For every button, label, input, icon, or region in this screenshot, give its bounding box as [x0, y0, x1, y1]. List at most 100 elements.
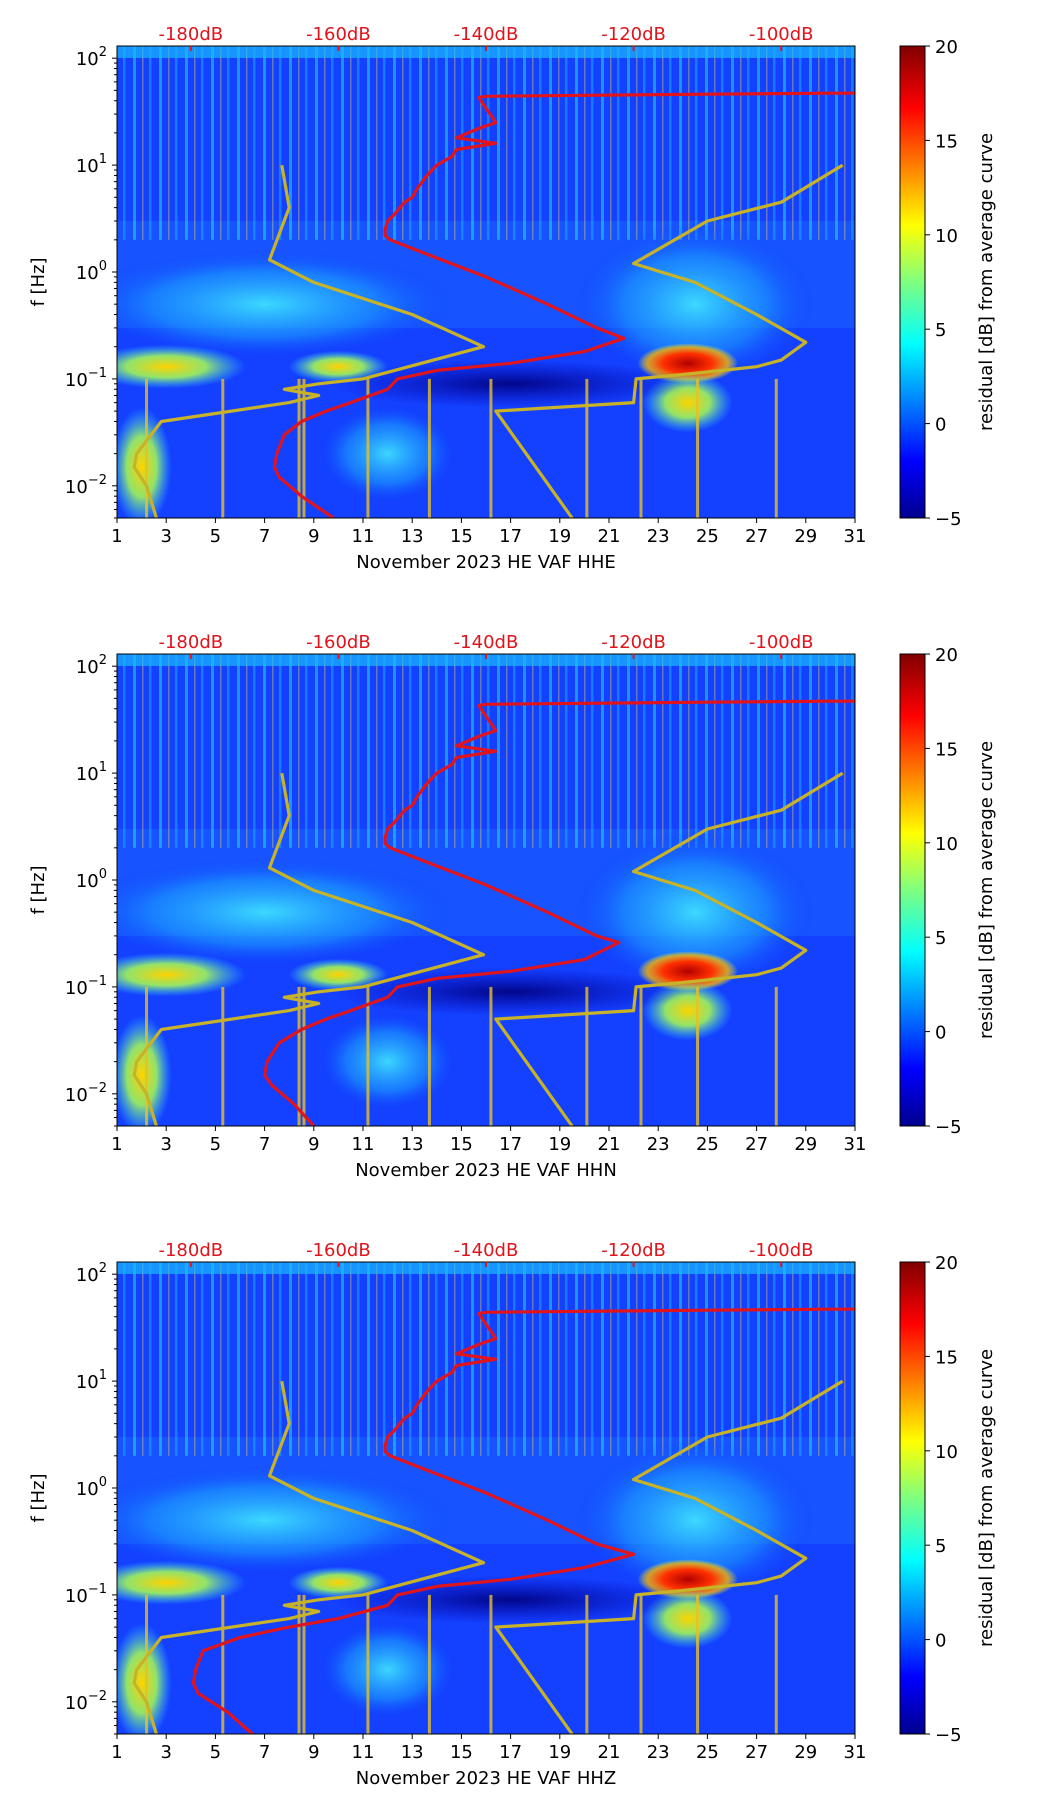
colorbar: −5 0 5 10 15 20 residual [dB] from average cur… — [899, 645, 997, 1138]
x-tick-label: 9 — [308, 1134, 319, 1155]
x-tick-label: 11 — [352, 526, 375, 547]
db-scale-label: -100dB — [749, 632, 814, 653]
y-axis-label: f [Hz] — [28, 257, 49, 306]
x-tick-label: 21 — [598, 1134, 621, 1155]
x-tick-label: 3 — [160, 526, 171, 547]
colorbar: −5 0 5 10 15 20 residual [dB] from average cur… — [899, 1253, 997, 1746]
y-tick-label: 10−2 — [65, 1689, 107, 1714]
x-tick-label: 13 — [401, 1134, 424, 1155]
y-tick-label: 10−2 — [65, 473, 107, 498]
data-series-line — [132, 1380, 486, 1734]
x-axis-label: November 2023 HE VAF HHN — [355, 1160, 617, 1181]
data-series-line — [494, 771, 844, 1126]
colorbar-tick-label: 20 — [935, 37, 958, 58]
x-axis-label: November 2023 HE VAF HHZ — [356, 1768, 616, 1789]
x-tick-label: 23 — [647, 1134, 670, 1155]
y-tick-label: 10−1 — [65, 1582, 107, 1607]
x-tick-label: 31 — [844, 1742, 867, 1763]
db-scale-label: -160dB — [306, 632, 371, 653]
x-tick-label: 15 — [450, 526, 473, 547]
db-scale-label: -120dB — [601, 1240, 666, 1261]
colorbar-tick-label: 0 — [935, 1631, 946, 1652]
heatmap-image — [117, 1262, 855, 1734]
db-scale-label: -160dB — [306, 24, 371, 45]
y-tick-label: 100 — [76, 259, 107, 284]
db-scale-label: -180dB — [158, 1240, 223, 1261]
db-scale-label: -100dB — [749, 24, 814, 45]
y-tick-label: 10−2 — [65, 1081, 107, 1106]
x-tick-label: 27 — [745, 526, 768, 547]
colorbar-label: residual [dB] from average curve — [976, 133, 997, 431]
colorbar-label: residual [dB] from average curve — [976, 1349, 997, 1647]
y-tick-label: 102 — [76, 1261, 107, 1286]
x-tick-label: 29 — [794, 1134, 817, 1155]
x-axis-label: November 2023 HE VAF HHE — [356, 552, 616, 573]
db-scale-label: -140dB — [454, 1240, 519, 1261]
x-tick-label: 21 — [598, 526, 621, 547]
x-tick-label: 15 — [450, 1134, 473, 1155]
data-series-line — [132, 772, 486, 1126]
x-tick-label: 3 — [160, 1742, 171, 1763]
colorbar-tick-label: 10 — [935, 1442, 958, 1463]
x-tick-label: 7 — [259, 1134, 270, 1155]
x-tick-label: 27 — [745, 1134, 768, 1155]
y-tick-label: 10−1 — [65, 974, 107, 999]
colorbar-tick-label: 5 — [935, 928, 946, 949]
colorbar-tick-label: 10 — [935, 226, 958, 247]
x-tick-label: 5 — [210, 1742, 221, 1763]
x-tick-label: 3 — [160, 1134, 171, 1155]
colorbar-tick-label: −5 — [935, 1117, 962, 1138]
colorbar-tick-label: 10 — [935, 834, 958, 855]
db-scale-label: -140dB — [454, 24, 519, 45]
db-scale-label: -120dB — [601, 632, 666, 653]
x-tick-label: 25 — [696, 1134, 719, 1155]
x-tick-label: 29 — [794, 1742, 817, 1763]
db-scale-label: -100dB — [749, 1240, 814, 1261]
y-tick-label: 101 — [76, 760, 107, 785]
x-tick-label: 17 — [499, 1134, 522, 1155]
colorbar: −5 0 5 10 15 20 residual [dB] from average cur… — [899, 37, 997, 530]
colorbar-tick-label: 20 — [935, 645, 958, 666]
data-series-line — [263, 699, 855, 1126]
y-tick-label: 100 — [76, 867, 107, 892]
colorbar-tick-label: 5 — [935, 1536, 946, 1557]
y-tick-label: 102 — [76, 45, 107, 70]
x-tick-label: 25 — [696, 1742, 719, 1763]
x-tick-label: 5 — [210, 1134, 221, 1155]
y-tick-label: 101 — [76, 1368, 107, 1393]
x-tick-label: 19 — [548, 1742, 571, 1763]
x-tick-label: 1 — [111, 1134, 122, 1155]
x-tick-label: 15 — [450, 1742, 473, 1763]
x-tick-label: 31 — [844, 1134, 867, 1155]
x-tick-label: 7 — [259, 526, 270, 547]
colorbar-tick-label: 0 — [935, 415, 946, 436]
x-tick-label: 9 — [308, 1742, 319, 1763]
x-tick-label: 11 — [352, 1742, 375, 1763]
x-tick-label: 29 — [794, 526, 817, 547]
x-tick-label: 25 — [696, 526, 719, 547]
colorbar-tick-label: 15 — [935, 739, 958, 760]
x-tick-label: 17 — [499, 526, 522, 547]
data-series-line — [191, 1307, 855, 1734]
y-tick-label: 102 — [76, 653, 107, 678]
db-scale-label: -120dB — [601, 24, 666, 45]
db-scale-label: -180dB — [158, 632, 223, 653]
x-tick-label: 19 — [548, 1134, 571, 1155]
heatmap-image — [117, 46, 855, 518]
colorbar-tick-label: −5 — [935, 509, 962, 530]
x-tick-label: 13 — [401, 1742, 424, 1763]
data-series-line — [272, 91, 855, 518]
x-tick-label: 23 — [647, 526, 670, 547]
data-series-line — [132, 164, 486, 518]
x-tick-label: 13 — [401, 526, 424, 547]
x-tick-label: 1 — [111, 1742, 122, 1763]
colorbar-tick-label: 0 — [935, 1023, 946, 1044]
x-tick-label: 5 — [210, 526, 221, 547]
db-scale-label: -160dB — [306, 1240, 371, 1261]
x-tick-label: 11 — [352, 1134, 375, 1155]
colorbar-tick-label: 20 — [935, 1253, 958, 1274]
x-tick-label: 9 — [308, 526, 319, 547]
x-tick-label: 19 — [548, 526, 571, 547]
